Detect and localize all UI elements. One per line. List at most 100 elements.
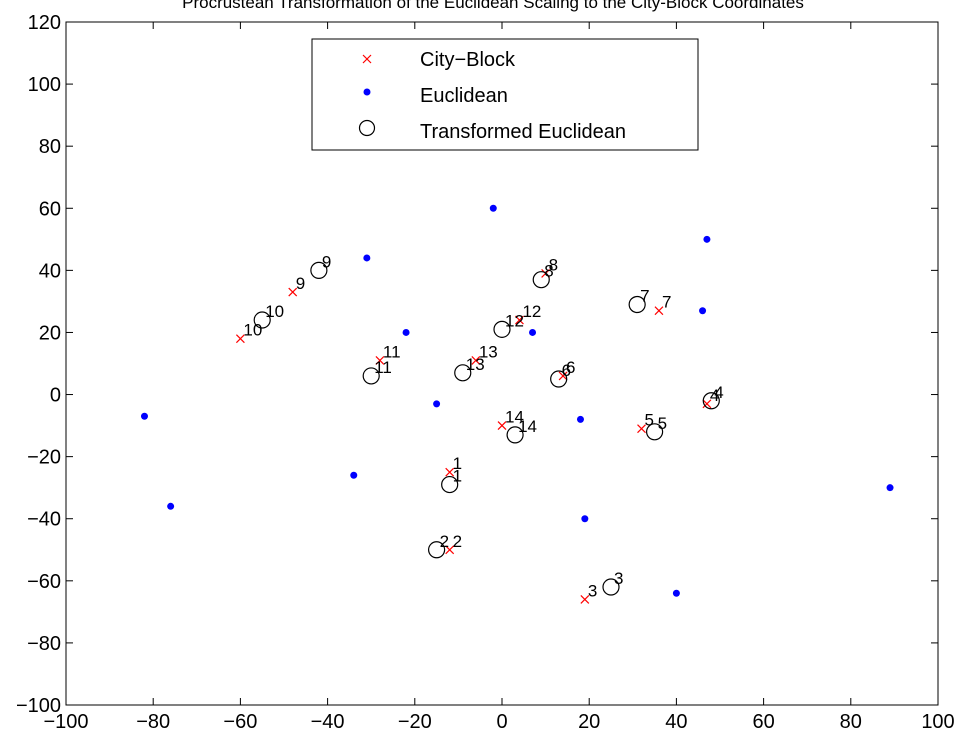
city-block-point	[375, 355, 385, 365]
transformed-euclidean-point-label: 11	[374, 358, 392, 377]
transformed-euclidean-point-label: 10	[265, 302, 284, 321]
euclidean-point	[140, 412, 148, 420]
euclidean-point	[672, 589, 680, 597]
transformed-euclidean-point-label: 14	[518, 417, 537, 436]
x-tick-label: 40	[665, 711, 687, 733]
city-block-point	[702, 399, 712, 409]
transformed-euclidean-point	[428, 541, 446, 559]
city-block-point-label: 6	[566, 358, 575, 377]
euclidean-point	[529, 328, 537, 336]
transformed-euclidean-point-label: 9	[322, 252, 331, 271]
city-block-marker-stroke	[637, 424, 646, 434]
y-tick-label: 80	[39, 136, 61, 158]
city-block-marker-stroke	[654, 306, 664, 316]
y-tick-label: −80	[27, 633, 61, 655]
city-block-point	[654, 306, 664, 316]
city-block-point	[445, 545, 455, 555]
y-tick-label: 100	[28, 74, 61, 96]
transformed-euclidean-point-label: 13	[466, 355, 485, 374]
transformed-euclidean-point-label: 5	[658, 414, 667, 433]
city-block-point-label: 10	[243, 321, 262, 340]
city-block-point-label: 1	[453, 454, 462, 473]
euclidean-point	[699, 307, 707, 315]
transformed-euclidean-point	[645, 423, 664, 441]
euclidean-point	[402, 328, 410, 336]
y-tick-label: 40	[39, 260, 61, 282]
transformed-euclidean-point-label: 2	[440, 532, 449, 551]
x-tick-label: 60	[752, 711, 774, 733]
x-tick-label: −20	[398, 711, 432, 733]
transformed-euclidean-point	[506, 426, 524, 444]
euclidean-point	[576, 415, 584, 423]
city-block-point-label: 14	[505, 408, 524, 427]
city-block-marker-stroke	[445, 545, 455, 555]
city-block-marker-stroke	[375, 355, 385, 365]
euclidean-point	[350, 471, 358, 479]
city-block-point-label: 11	[383, 342, 401, 361]
city-block-marker-stroke	[580, 595, 590, 604]
transformed-euclidean-point	[550, 370, 568, 388]
city-block-marker-stroke	[288, 287, 298, 297]
x-tick-label: −80	[136, 711, 170, 733]
transformed-euclidean-point	[454, 364, 472, 382]
city-block-marker-stroke	[515, 315, 524, 325]
city-block-point-label: 9	[296, 274, 305, 293]
city-block-marker-stroke	[702, 399, 712, 409]
city-block-point	[580, 595, 590, 604]
transformed-euclidean-point	[253, 311, 271, 329]
x-tick-label: −100	[43, 711, 88, 733]
x-tick-label: −60	[223, 711, 257, 733]
city-block-point-label: 8	[549, 255, 558, 274]
y-tick-label: 0	[50, 385, 61, 407]
y-tick-label: −20	[27, 447, 61, 469]
transformed-euclidean-point	[602, 578, 620, 596]
legend-marker-euclidean	[363, 88, 371, 96]
axis-ticks: −100 −80 −60 −40 −20 0 20 40 60 80 100−100−80−60−4…	[16, 12, 955, 733]
transformed-euclidean-point	[493, 320, 511, 338]
city-block-marker-stroke	[471, 355, 481, 365]
transformed-euclidean-point-label: 3	[614, 569, 623, 588]
y-tick-label: 20	[39, 322, 61, 344]
legend-label-euclidean: Euclidean	[420, 85, 508, 107]
transformed-euclidean-point-label: 8	[544, 262, 553, 281]
euclidean-point	[886, 484, 894, 492]
city-block-point-label: 5	[645, 411, 654, 430]
transformed-euclidean-point-label: 12	[505, 311, 524, 330]
city-block-point	[471, 355, 481, 365]
city-block-point-label: 2	[453, 532, 462, 551]
transformed-euclidean-point-label: 7	[640, 287, 649, 306]
legend: City−Block Euclidean Transformed Euclide…	[311, 38, 699, 151]
x-tick-label: −40	[311, 711, 345, 733]
transformed-euclidean-point-label: 6	[562, 361, 571, 380]
transformed-euclidean-point	[441, 475, 459, 494]
transformed-euclidean-point-label: 1	[453, 467, 462, 486]
transformed-euclidean-point	[702, 392, 720, 410]
y-tick-label: 60	[39, 198, 61, 220]
euclidean-point	[433, 400, 441, 408]
legend-marker-transformed-euclidean	[358, 119, 376, 137]
transformed-euclidean-point-label: 4	[714, 383, 723, 402]
city-block-marker-stroke	[235, 334, 245, 344]
transformed-euclidean-point	[628, 295, 646, 314]
city-block-point-label: 7	[662, 293, 671, 312]
x-tick-label: 80	[840, 711, 862, 733]
euclidean-point	[363, 254, 371, 262]
city-block-marker-stroke	[445, 467, 455, 477]
city-block-point	[497, 421, 507, 431]
city-block-point	[558, 371, 568, 381]
y-tick-label: 120	[28, 12, 61, 34]
city-block-point	[637, 424, 646, 434]
legend-box	[311, 38, 699, 151]
city-block-point-label: 3	[588, 581, 597, 600]
city-block-point	[235, 334, 245, 344]
legend-marker-city-block	[362, 54, 372, 64]
x-tick-label: 100	[921, 711, 954, 733]
city-block-point	[288, 287, 298, 297]
city-block-point-label: 4	[710, 386, 719, 405]
y-tick-label: −40	[27, 509, 61, 531]
city-block-marker-stroke	[558, 371, 568, 381]
euclidean-point	[581, 515, 589, 523]
transformed-euclidean-point	[362, 367, 380, 385]
